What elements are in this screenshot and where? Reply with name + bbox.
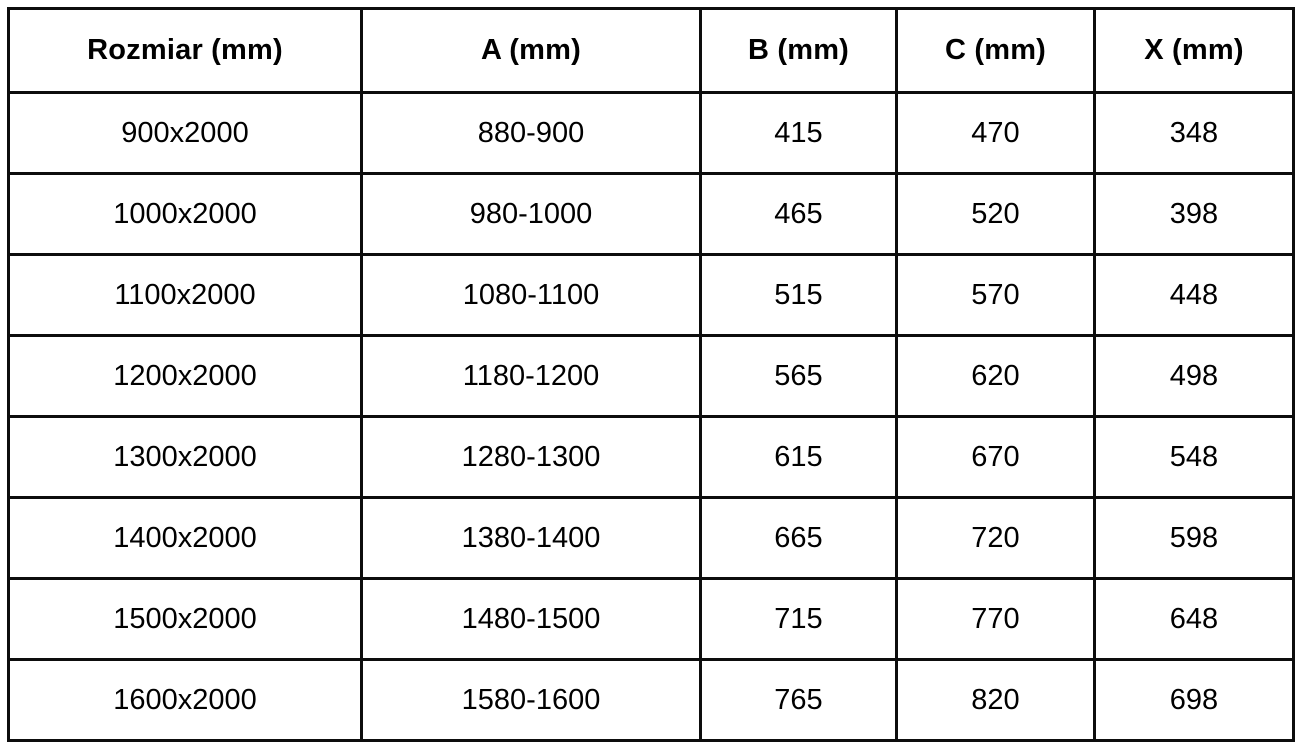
- table-row: 1100x2000 1080-1100 515 570 448: [7, 253, 1295, 337]
- cell-x: 498: [1093, 334, 1295, 418]
- cell-c: 670: [895, 415, 1096, 499]
- column-header-a: A (mm): [360, 7, 702, 94]
- column-header-rozmiar: Rozmiar (mm): [7, 7, 363, 94]
- table-row: 1600x2000 1580-1600 765 820 698: [7, 658, 1295, 742]
- cell-a: 980-1000: [360, 172, 702, 256]
- table-body: 900x2000 880-900 415 470 348 1000x2000 9…: [7, 91, 1295, 742]
- cell-rozmiar: 1400x2000: [7, 496, 363, 580]
- column-header-b: B (mm): [699, 7, 898, 94]
- cell-b: 515: [699, 253, 898, 337]
- cell-x: 648: [1093, 577, 1295, 661]
- cell-a: 1580-1600: [360, 658, 702, 742]
- cell-b: 765: [699, 658, 898, 742]
- cell-c: 720: [895, 496, 1096, 580]
- cell-c: 820: [895, 658, 1096, 742]
- table-row: 1400x2000 1380-1400 665 720 598: [7, 496, 1295, 580]
- table-row: 900x2000 880-900 415 470 348: [7, 91, 1295, 175]
- table-header-row: Rozmiar (mm) A (mm) B (mm) C (mm) X (mm): [7, 7, 1295, 94]
- cell-a: 1080-1100: [360, 253, 702, 337]
- cell-b: 415: [699, 91, 898, 175]
- cell-b: 615: [699, 415, 898, 499]
- cell-x: 548: [1093, 415, 1295, 499]
- cell-rozmiar: 1200x2000: [7, 334, 363, 418]
- cell-rozmiar: 1000x2000: [7, 172, 363, 256]
- table-row: 1000x2000 980-1000 465 520 398: [7, 172, 1295, 256]
- cell-rozmiar: 1100x2000: [7, 253, 363, 337]
- specification-table-container: Rozmiar (mm) A (mm) B (mm) C (mm) X (mm)…: [7, 7, 1295, 742]
- cell-rozmiar: 1500x2000: [7, 577, 363, 661]
- cell-b: 565: [699, 334, 898, 418]
- cell-c: 470: [895, 91, 1096, 175]
- cell-a: 880-900: [360, 91, 702, 175]
- cell-x: 698: [1093, 658, 1295, 742]
- cell-rozmiar: 900x2000: [7, 91, 363, 175]
- dimensions-specification-table: Rozmiar (mm) A (mm) B (mm) C (mm) X (mm)…: [7, 7, 1295, 742]
- cell-c: 620: [895, 334, 1096, 418]
- cell-b: 665: [699, 496, 898, 580]
- cell-x: 348: [1093, 91, 1295, 175]
- cell-c: 570: [895, 253, 1096, 337]
- column-header-c: C (mm): [895, 7, 1096, 94]
- cell-x: 598: [1093, 496, 1295, 580]
- table-row: 1200x2000 1180-1200 565 620 498: [7, 334, 1295, 418]
- column-header-x: X (mm): [1093, 7, 1295, 94]
- cell-x: 398: [1093, 172, 1295, 256]
- cell-a: 1480-1500: [360, 577, 702, 661]
- cell-b: 465: [699, 172, 898, 256]
- cell-rozmiar: 1300x2000: [7, 415, 363, 499]
- cell-a: 1280-1300: [360, 415, 702, 499]
- cell-a: 1180-1200: [360, 334, 702, 418]
- cell-c: 520: [895, 172, 1096, 256]
- cell-c: 770: [895, 577, 1096, 661]
- cell-rozmiar: 1600x2000: [7, 658, 363, 742]
- cell-x: 448: [1093, 253, 1295, 337]
- cell-b: 715: [699, 577, 898, 661]
- table-row: 1500x2000 1480-1500 715 770 648: [7, 577, 1295, 661]
- table-header: Rozmiar (mm) A (mm) B (mm) C (mm) X (mm): [7, 7, 1295, 94]
- table-row: 1300x2000 1280-1300 615 670 548: [7, 415, 1295, 499]
- cell-a: 1380-1400: [360, 496, 702, 580]
